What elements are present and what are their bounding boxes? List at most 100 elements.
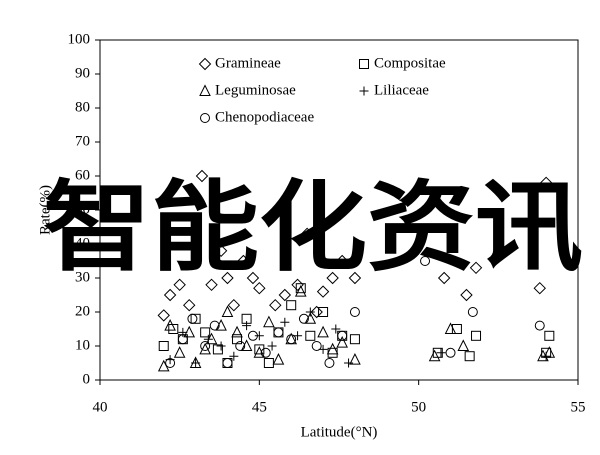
point [471,330,482,341]
point [267,341,277,351]
legend-label: Compositae [374,55,446,71]
point [467,307,478,317]
point [444,322,457,334]
legend-label: Leguminosae [215,82,296,98]
y-tick-label: 20 [75,303,90,319]
point [539,176,553,190]
point [191,358,201,368]
point [240,339,253,351]
y-tick-label: 30 [75,269,90,285]
point [263,358,274,368]
x-tick-label: 45 [252,399,267,415]
legend-marker [200,113,210,123]
point [254,331,264,341]
point [420,256,431,266]
point [445,347,456,358]
point [543,346,556,358]
point [326,342,339,355]
point [247,330,258,341]
point [305,307,315,317]
point [183,298,196,312]
point [317,325,329,338]
point [195,169,209,183]
point [165,358,176,368]
x-tick-label: 40 [93,399,108,415]
point [304,312,317,324]
y-tick-label: 0 [83,371,91,387]
point [534,320,545,331]
point [460,288,473,302]
point [205,278,218,292]
point [273,327,284,338]
point [216,341,226,351]
point [310,305,323,319]
point [212,344,223,355]
y-tick-label: 10 [75,337,90,353]
point [336,335,348,348]
point [286,300,297,311]
point [300,227,314,241]
point [177,334,188,345]
point [168,324,179,334]
point [278,288,292,302]
point [349,334,360,345]
point [337,330,348,341]
point [286,334,297,345]
point [164,318,176,331]
point [305,330,316,341]
point [178,327,188,337]
point [324,358,335,368]
point [158,341,169,351]
point [157,309,170,322]
point [231,325,243,338]
point [541,351,551,361]
point [437,271,451,285]
point [318,307,329,317]
legend-marker [359,59,369,69]
legend-marker [199,84,211,96]
point [469,261,483,275]
point [451,324,462,334]
point [190,313,201,324]
legend-label: Gramineae [215,55,281,71]
point [200,341,211,351]
y-tick-label: 50 [75,201,90,217]
point [348,271,362,285]
point [291,278,304,292]
point [246,271,260,285]
point [326,271,339,285]
point [200,327,211,338]
x-axis-label: Latitude(°N) [301,424,378,440]
point [173,346,186,358]
point [221,271,234,285]
point [199,342,211,355]
point [544,330,555,341]
point [215,318,227,331]
point [457,339,470,351]
point [298,313,309,324]
point [229,351,239,361]
point [260,347,271,358]
point [335,254,349,268]
point [187,313,198,324]
x-tick-label: 55 [571,399,586,415]
y-tick-label: 40 [75,235,90,251]
point [263,315,275,328]
point [222,358,233,368]
point [242,321,252,331]
legend-label: Liliaceae [374,82,429,98]
point [209,320,220,331]
point [235,341,246,351]
point [349,307,360,317]
point [280,317,290,327]
point [173,278,186,292]
point [349,352,361,365]
y-tick-label: 90 [75,65,90,81]
point [436,348,446,358]
legend-label: Chenopodiaceae [215,109,314,125]
y-tick-label: 70 [75,133,90,149]
point [464,351,475,362]
point [232,334,243,345]
point [533,281,546,295]
